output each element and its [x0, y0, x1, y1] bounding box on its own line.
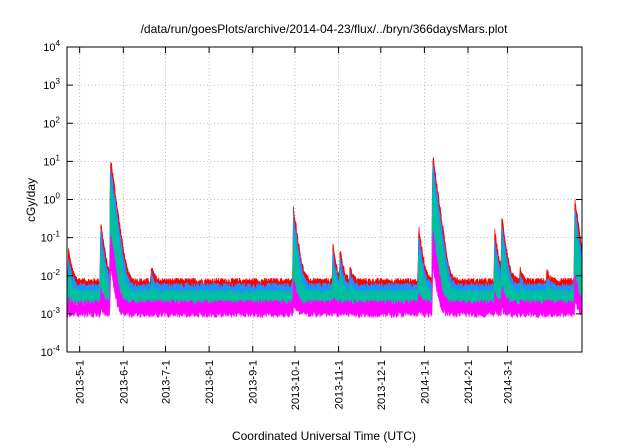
- y-axis: 10-4 10-3 10-2 10-1 100 101 102 103 104: [41, 39, 582, 359]
- x-tick-label: 2013-12-1: [376, 360, 388, 410]
- x-axis-label: Coordinated Universal Time (UTC): [232, 429, 416, 443]
- x-tick-label: 2013-10-1: [290, 360, 302, 410]
- x-tick-label: 2014-3-1: [502, 360, 514, 404]
- x-tick-label: 2013-6-1: [118, 360, 130, 404]
- y-axis-label: cGy/day: [24, 178, 38, 222]
- x-tick-label: 2014-1-1: [419, 360, 431, 404]
- x-tick-label: 2013-8-1: [204, 360, 216, 404]
- x-axis: 2013-5-1 2013-6-1 2013-7-1 2013-8-1 2013-9-1…: [75, 47, 514, 410]
- x-tick-label: 2014-2-1: [463, 360, 475, 404]
- x-tick-label: 2013-11-1: [334, 360, 346, 409]
- y-tick-label: 10-1: [41, 230, 61, 245]
- y-tick-label: 10-2: [41, 268, 61, 283]
- y-tick-label: 102: [43, 115, 60, 130]
- y-tick-label: 101: [43, 153, 60, 168]
- y-tick-label: 10-4: [41, 344, 61, 359]
- y-tick-label: 104: [43, 39, 60, 54]
- x-tick-label: 2013-7-1: [160, 360, 172, 404]
- y-tick-label: 103: [43, 77, 60, 92]
- y-tick-label: 100: [43, 192, 60, 207]
- chart-title: /data/run/goesPlots/archive/2014-04-23/f…: [141, 22, 509, 36]
- x-tick-label: 2013-5-1: [75, 360, 87, 404]
- y-tick-label: 10-3: [41, 306, 61, 321]
- x-tick-label: 2013-9-1: [248, 360, 260, 404]
